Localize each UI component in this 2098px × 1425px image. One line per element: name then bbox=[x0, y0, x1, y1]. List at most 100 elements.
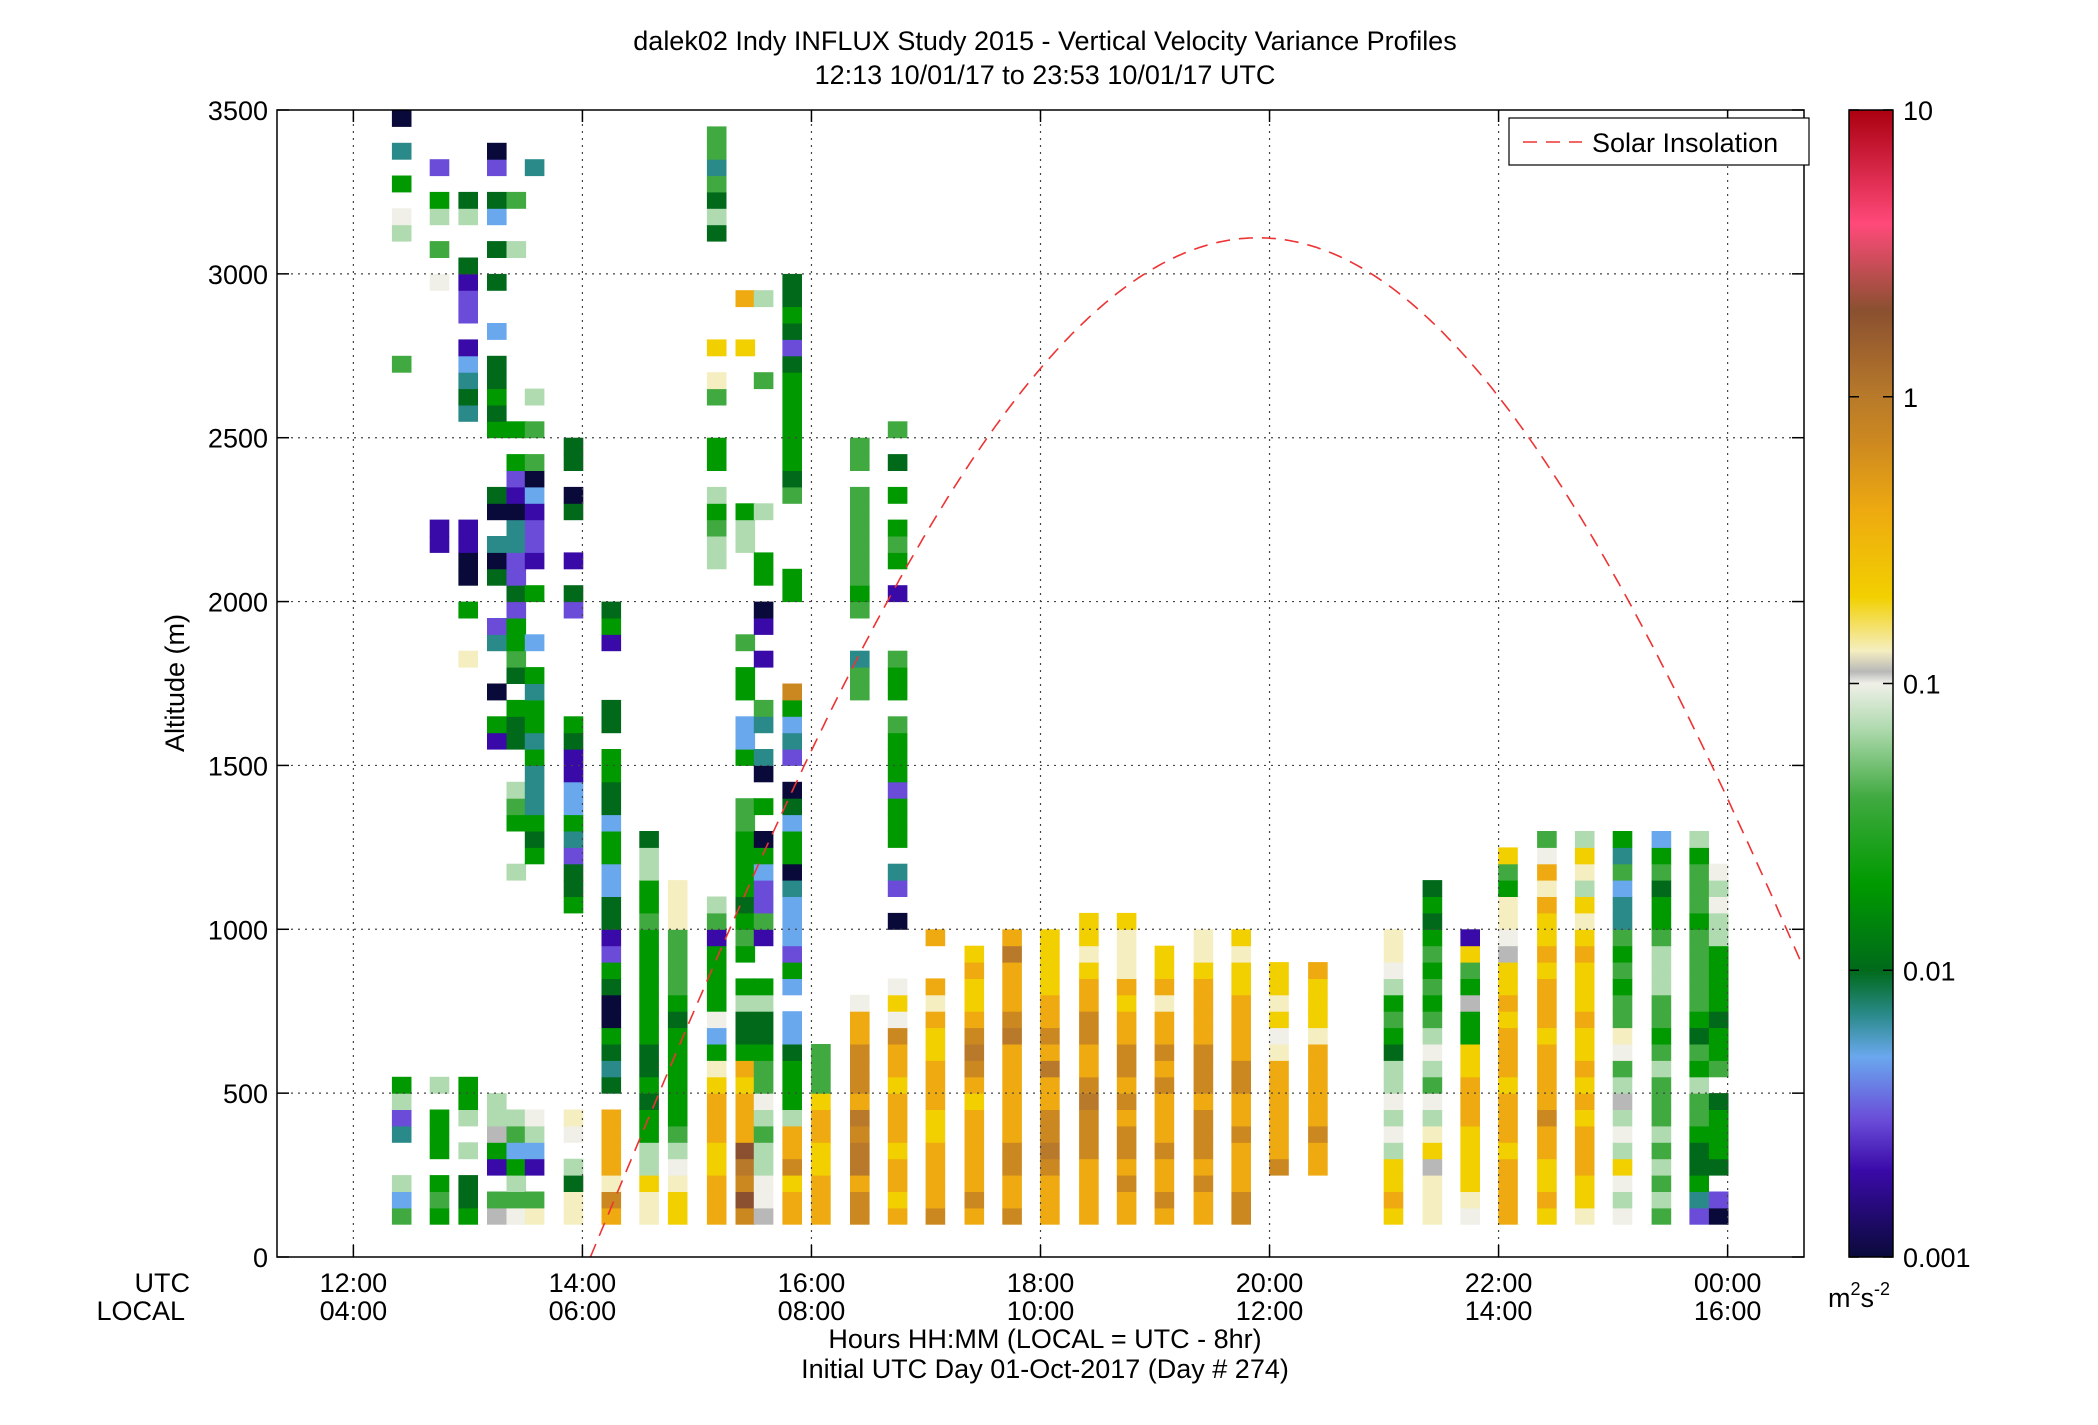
heatmap-cell bbox=[735, 503, 756, 521]
heatmap-cell bbox=[639, 896, 659, 914]
heatmap-cell bbox=[753, 749, 774, 766]
heatmap-cell bbox=[506, 486, 527, 504]
heatmap-cell bbox=[429, 241, 450, 258]
heatmap-cell bbox=[850, 1044, 870, 1061]
heatmap-cell bbox=[782, 929, 802, 947]
heatmap-cell bbox=[601, 781, 622, 799]
heatmap-cell bbox=[458, 372, 478, 390]
heatmap-cell bbox=[850, 1191, 870, 1209]
heatmap-cell bbox=[706, 175, 727, 193]
heatmap-cell bbox=[1574, 896, 1595, 914]
heatmap-cell bbox=[964, 1191, 985, 1209]
heatmap-cell bbox=[429, 1142, 450, 1160]
heatmap-cell bbox=[887, 798, 908, 816]
heatmap-cell bbox=[639, 1027, 659, 1045]
heatmap-cell bbox=[735, 978, 756, 996]
heatmap-cell bbox=[782, 339, 802, 357]
heatmap-cell bbox=[1537, 1191, 1557, 1209]
heatmap-cell bbox=[1574, 1027, 1595, 1045]
heatmap-cell bbox=[524, 519, 545, 537]
heatmap-cell bbox=[1574, 1060, 1595, 1078]
heatmap-cell bbox=[1308, 1158, 1328, 1176]
heatmap-cell bbox=[1422, 1158, 1443, 1176]
heatmap-cell bbox=[391, 1207, 412, 1225]
heatmap-cell bbox=[706, 388, 727, 406]
heatmap-cell bbox=[487, 552, 507, 570]
heatmap-cell bbox=[1689, 1044, 1709, 1061]
heatmap-cell bbox=[487, 1191, 507, 1209]
heatmap-cell bbox=[706, 978, 727, 996]
heatmap-cell bbox=[1537, 978, 1557, 996]
heatmap-cell bbox=[1689, 1158, 1709, 1176]
heatmap-cell bbox=[1308, 1044, 1328, 1061]
heatmap-cell bbox=[782, 1027, 802, 1045]
heatmap-cell bbox=[506, 618, 527, 635]
heatmap-cell bbox=[706, 1027, 727, 1045]
heatmap-cell bbox=[458, 1191, 478, 1209]
heatmap-cell bbox=[706, 503, 727, 521]
heatmap-cell bbox=[1651, 880, 1672, 897]
heatmap-cell bbox=[601, 1109, 622, 1127]
heatmap-cell bbox=[1079, 1109, 1099, 1127]
heatmap-cell bbox=[1612, 880, 1633, 897]
heatmap-cell bbox=[1383, 1175, 1404, 1192]
heatmap-cell bbox=[524, 388, 545, 406]
heatmap-cell bbox=[1040, 962, 1060, 979]
heatmap-cell bbox=[1193, 1027, 1214, 1045]
heatmap-cell bbox=[1460, 1207, 1480, 1225]
heatmap-cell bbox=[429, 1125, 450, 1143]
heatmap-cell bbox=[1308, 1011, 1328, 1029]
heatmap-cell bbox=[706, 1207, 727, 1225]
heatmap-cell bbox=[753, 1027, 774, 1045]
heatmap-cell bbox=[1308, 978, 1328, 996]
heatmap-cell bbox=[458, 339, 478, 357]
heatmap-cell bbox=[1422, 1142, 1443, 1160]
heatmap-cell bbox=[735, 634, 756, 652]
heatmap-cell bbox=[1383, 994, 1404, 1012]
heatmap-cell bbox=[429, 208, 450, 226]
heatmap-cell bbox=[487, 568, 507, 586]
heatmap-cell bbox=[753, 1207, 774, 1225]
heatmap-cell bbox=[1651, 1125, 1672, 1143]
heatmap-cell bbox=[429, 159, 450, 177]
heatmap-cell bbox=[1422, 929, 1443, 947]
heatmap-cell bbox=[1269, 962, 1289, 979]
heatmap-cell bbox=[524, 1207, 545, 1225]
heatmap-cell bbox=[563, 454, 584, 471]
heatmap-cell bbox=[601, 945, 622, 963]
heatmap-cell bbox=[639, 1142, 659, 1160]
heatmap-cell bbox=[735, 994, 756, 1012]
heatmap-cell bbox=[524, 814, 545, 832]
heatmap-cell bbox=[1116, 1060, 1137, 1078]
heatmap-cell bbox=[601, 1191, 622, 1209]
heatmap-cell bbox=[887, 1044, 908, 1061]
heatmap-cell bbox=[850, 1142, 870, 1160]
heatmap-cell bbox=[1498, 962, 1518, 979]
heatmap-cell bbox=[1689, 1142, 1709, 1160]
heatmap-cell bbox=[524, 716, 545, 734]
heatmap-cell bbox=[1460, 1109, 1480, 1127]
heatmap-cell bbox=[667, 1109, 688, 1127]
heatmap-cell bbox=[506, 519, 527, 537]
heatmap-cell bbox=[1498, 1142, 1518, 1160]
heatmap-cell bbox=[753, 1158, 774, 1176]
heatmap-cell bbox=[429, 273, 450, 291]
heatmap-cell bbox=[1537, 1093, 1557, 1110]
heatmap-cell bbox=[639, 1158, 659, 1176]
heatmap-cell bbox=[782, 1093, 802, 1110]
heatmap-cell bbox=[1383, 978, 1404, 996]
heatmap-cell bbox=[1498, 945, 1518, 963]
heatmap-cell bbox=[1708, 1044, 1729, 1061]
heatmap-cell bbox=[782, 831, 802, 848]
heatmap-cell bbox=[601, 831, 622, 848]
x-tick-label-utc: 20:00 bbox=[1236, 1268, 1304, 1298]
heatmap-cell bbox=[563, 437, 584, 455]
heatmap-cell bbox=[429, 1076, 450, 1094]
heatmap-cell bbox=[563, 1158, 584, 1176]
heatmap-cell bbox=[391, 355, 412, 373]
heatmap-cell bbox=[1193, 1142, 1214, 1160]
heatmap-cell bbox=[1498, 1109, 1518, 1127]
heatmap-cell bbox=[506, 1207, 527, 1225]
heatmap-cell bbox=[1040, 945, 1060, 963]
heatmap-cell bbox=[429, 191, 450, 209]
